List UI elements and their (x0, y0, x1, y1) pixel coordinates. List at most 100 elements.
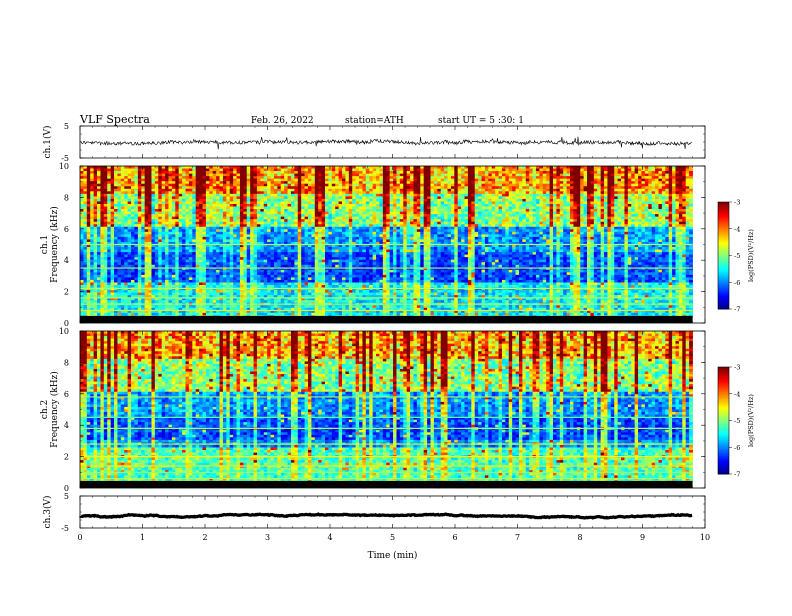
spectro-cell (203, 229, 207, 232)
spectro-cell (342, 217, 346, 220)
spectro-cell (369, 184, 373, 187)
spectro-cell (536, 219, 540, 222)
spectro-cell (322, 232, 326, 235)
spectro-cell (628, 174, 632, 177)
spectro-cell (322, 169, 326, 172)
spectro-cell (339, 207, 343, 210)
spectro-cell (165, 214, 169, 217)
spectro-cell (648, 181, 652, 184)
spectro-cell (662, 201, 666, 204)
spectro-cell (138, 174, 142, 177)
spectro-cell (117, 166, 121, 169)
spectro-cell (294, 201, 298, 204)
spectro-cell (240, 176, 244, 179)
spectro-cell (141, 191, 145, 194)
spectro-cell (424, 214, 428, 217)
spectro-cell (325, 184, 329, 187)
spectro-cell (570, 194, 574, 197)
spectro-cell (648, 214, 652, 217)
spectro-cell (134, 219, 138, 222)
spectro-cell (675, 191, 679, 194)
spectro-cell (168, 232, 172, 235)
spectro-cell (560, 184, 564, 187)
spectro-cell (386, 227, 390, 230)
spectro-cell (427, 201, 431, 204)
spectro-cell (597, 227, 601, 230)
spectro-cell (648, 212, 652, 215)
spectro-cell (141, 189, 145, 192)
spectro-cell (332, 181, 336, 184)
spectro-cell (226, 176, 230, 179)
spectro-cell (386, 179, 390, 182)
spectro-cell (386, 224, 390, 227)
spectro-cell (536, 227, 540, 230)
spectro-cell (100, 227, 104, 230)
spectro-cell (339, 166, 343, 169)
spectro-cell (172, 204, 176, 207)
spectro-cell (590, 201, 594, 204)
spectro-cell (138, 227, 142, 230)
spectro-cell (376, 201, 380, 204)
spectro-cell (182, 181, 186, 184)
spectro-cell (356, 201, 360, 204)
spectro-cell (427, 199, 431, 202)
spectro-cell (618, 181, 622, 184)
spectro-cell (226, 209, 230, 212)
spectro-cell (213, 174, 217, 177)
spectro-cell (379, 186, 383, 189)
spectro-cell (577, 181, 581, 184)
spectro-cell (420, 209, 424, 212)
spectro-cell (206, 166, 210, 169)
spectro-cell (294, 191, 298, 194)
spectro-cell (434, 209, 438, 212)
spectro-cell (601, 224, 605, 227)
spectro-cell (587, 224, 591, 227)
spectro-cell (185, 184, 189, 187)
spectro-cell (213, 219, 217, 222)
spectro-cell (359, 201, 363, 204)
spectro-cell (182, 176, 186, 179)
spectro-cell (672, 176, 676, 179)
spectro-cell (114, 174, 118, 177)
spectro-cell (308, 201, 312, 204)
spectro-cell (458, 222, 462, 225)
spectro-cell (124, 201, 128, 204)
spectro-cell (216, 222, 220, 225)
spectro-cell (448, 219, 452, 222)
spectro-cell (529, 171, 533, 174)
spectro-cell (611, 224, 615, 227)
spectro-cell (560, 171, 564, 174)
spectro-cell (185, 224, 189, 227)
spectro-cell (206, 204, 210, 207)
spectro-cell (151, 212, 155, 215)
spectro-cell (155, 174, 159, 177)
spectro-cell (672, 214, 676, 217)
spectro-cell (546, 186, 550, 189)
spectro-cell (611, 229, 615, 232)
spectro-cell (117, 171, 121, 174)
spectro-cell (356, 212, 360, 215)
spectro-cell (203, 186, 207, 189)
spectro-cell (325, 214, 329, 217)
spectro-cell (485, 229, 489, 232)
spectro-cell (465, 191, 469, 194)
spectro-cell (485, 176, 489, 179)
spectro-cell (682, 176, 686, 179)
spectro-cell (444, 191, 448, 194)
spectro-cell (230, 174, 234, 177)
spectro-cell (94, 201, 98, 204)
spectro-cell (669, 166, 673, 169)
spectro-cell (114, 234, 118, 237)
spectro-cell (356, 166, 360, 169)
spectro-cell (366, 176, 370, 179)
spectro-cell (624, 169, 628, 172)
spectro-cell (529, 196, 533, 199)
spectro-cell (512, 181, 516, 184)
spectro-cell (124, 186, 128, 189)
spectro-cell (563, 212, 567, 215)
spectro-cell (475, 201, 479, 204)
spectro-cell (141, 181, 145, 184)
spectro-cell (448, 212, 452, 215)
spectro-cell (536, 181, 540, 184)
spectro-cell (539, 191, 543, 194)
